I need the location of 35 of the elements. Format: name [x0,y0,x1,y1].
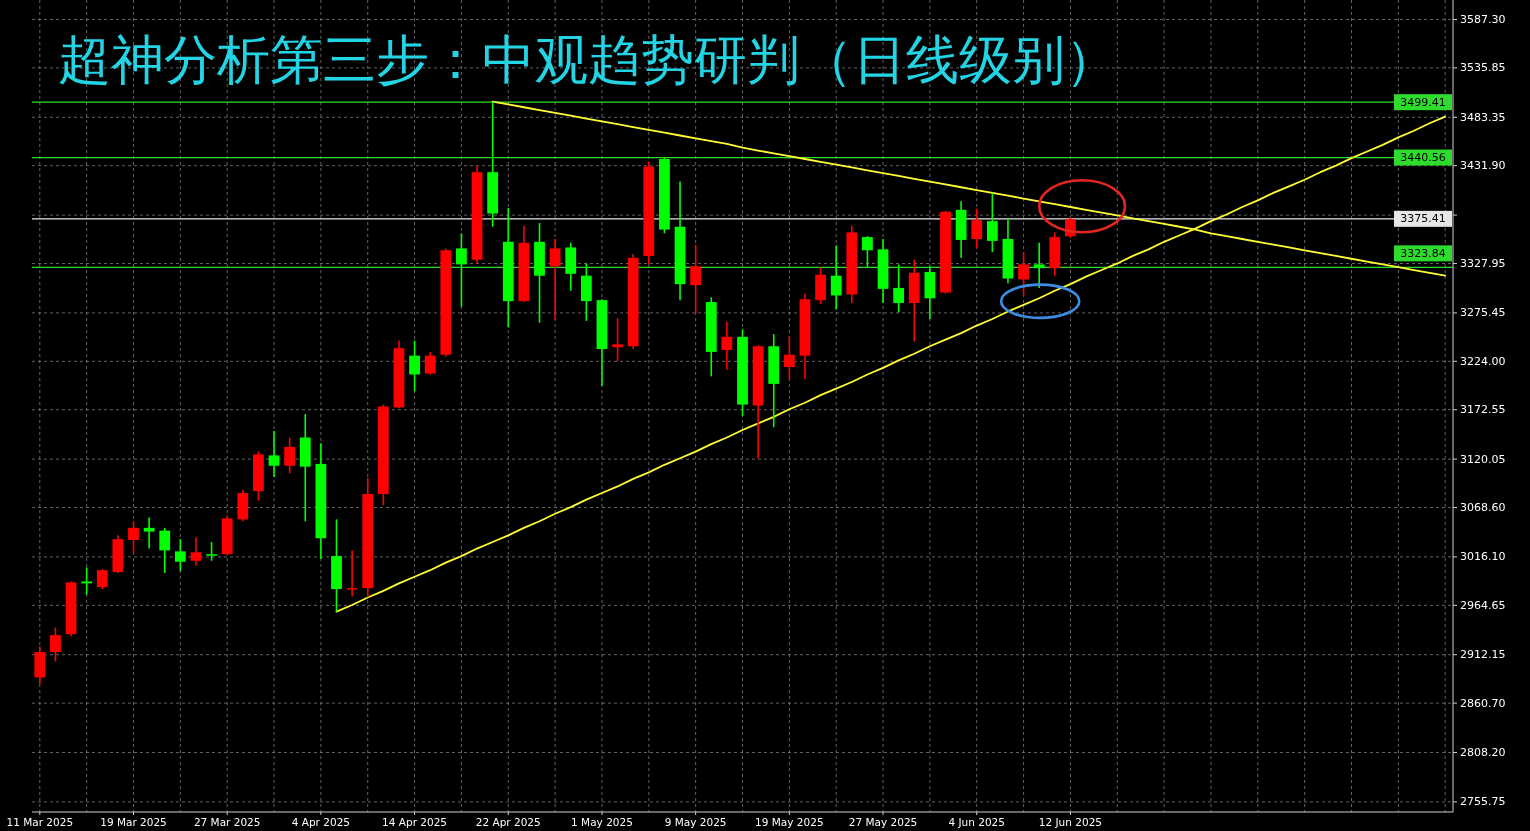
x-tick-label: 4 Jun 2025 [948,816,1005,828]
ref-line-label: 3499.41 [1400,95,1446,109]
x-tick-label: 27 May 2025 [848,816,918,828]
x-tick-label: 19 Mar 2025 [100,816,167,828]
y-tick-label: 3224.00 [1460,354,1506,368]
price-tag: 3499.41 [1394,94,1452,111]
x-tick-label: 22 Apr 2025 [475,816,541,828]
y-tick-label: 3587.30 [1460,12,1506,26]
y-tick-label: 2964.65 [1460,598,1506,612]
y-tick-label: 2860.70 [1460,696,1506,710]
title: 超神分析第三步：中观趋势研判（日线级别） [58,29,1118,90]
y-tick-label: 3016.10 [1460,550,1506,564]
y-tick-label: 3327.95 [1460,257,1506,270]
x-tick-label: 14 Apr 2025 [382,816,448,828]
ref-line-label: 3440.56 [1400,151,1446,165]
x-tick-label: 1 May 2025 [571,816,633,828]
x-tick-label: 27 Mar 2025 [193,816,261,828]
y-tick-label: 2912.15 [1460,648,1506,662]
ref-line-label: 3323.84 [1400,246,1446,260]
y-tick-label: 3483.35 [1460,110,1506,124]
y-tick-label: 3431.90 [1460,159,1506,173]
x-tick-label: 11 Mar 2025 [6,816,74,828]
x-tick-label: 12 Jun 2025 [1038,816,1103,828]
y-tick-label: 2755.75 [1460,795,1506,809]
y-tick-label: 3120.05 [1460,452,1506,466]
y-tick-label: 2808.20 [1460,746,1506,760]
y-tick-label: 3275.45 [1460,306,1506,320]
y-tick-label: 3535.85 [1460,61,1506,75]
x-tick-label: 19 May 2025 [755,816,824,828]
x-tick-label: 9 May 2025 [664,816,727,828]
x-tick-label: 4 Apr 2025 [291,816,351,828]
price-tag: 3323.84 [1394,245,1452,262]
y-tick-label: 3172.55 [1460,403,1506,417]
y-tick-label: 3068.60 [1460,501,1506,515]
ref-line-label: 3375.41 [1400,212,1446,226]
